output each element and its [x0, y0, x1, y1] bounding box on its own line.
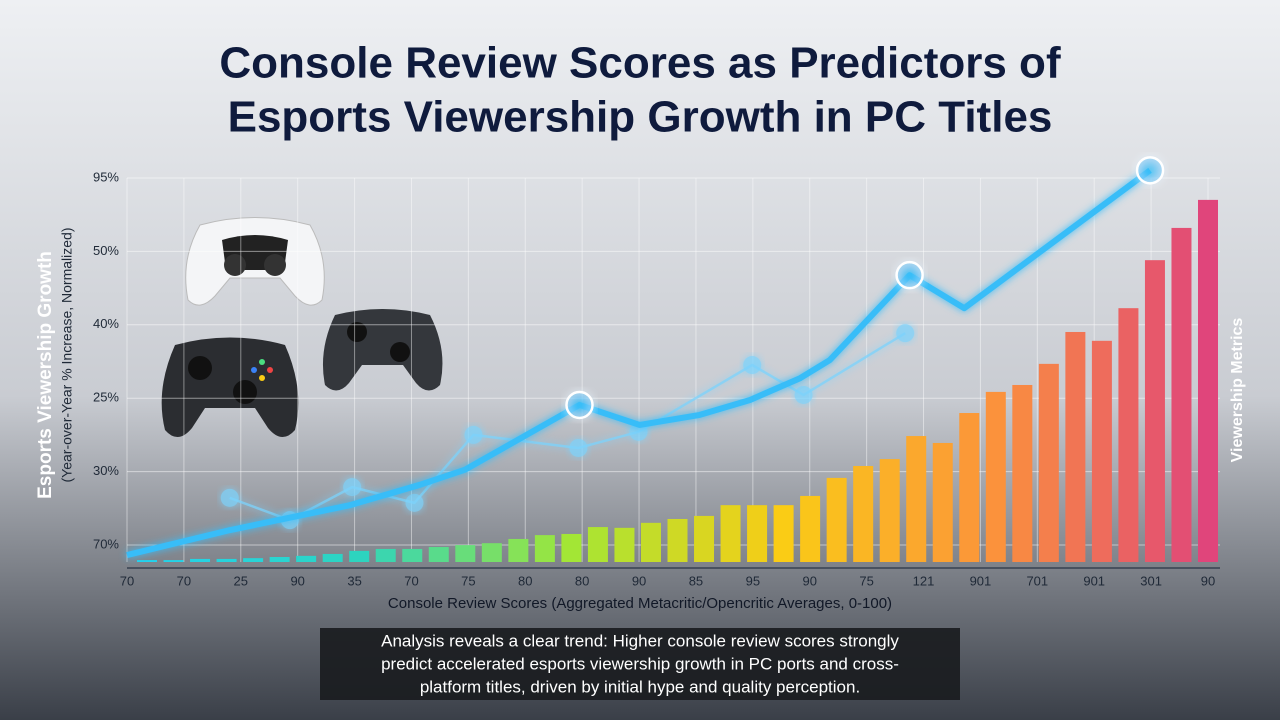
- x-tick-label: 75: [461, 573, 475, 588]
- x-tick-label: 25: [234, 573, 248, 588]
- point: [743, 356, 762, 375]
- bar: [137, 560, 157, 562]
- x-tick-label: 70: [177, 573, 191, 588]
- point: [794, 385, 813, 404]
- x-tick-label: 75: [859, 573, 873, 588]
- bar: [826, 477, 847, 562]
- x-tick-label: 70: [120, 573, 134, 588]
- x-tick-label: 80: [575, 573, 589, 588]
- title-line: Console Review Scores as Predictors of: [219, 39, 1061, 88]
- bar: [959, 413, 980, 562]
- x-tick-label: 121: [913, 573, 935, 588]
- bar: [587, 527, 608, 562]
- x-axis-label: Console Review Scores (Aggregated Metacr…: [388, 595, 892, 612]
- bar: [402, 548, 423, 562]
- plot: 95% 50% 40% 25% 30% 70% 70 70 25 90 35 70 75 80 80 90 85…: [93, 156, 1220, 588]
- x-tick-label: 95: [746, 573, 760, 588]
- bar: [1171, 227, 1192, 563]
- point: [220, 488, 239, 507]
- controller-white: [185, 217, 325, 306]
- y-axis-label: Esports Viewership Growth: [35, 251, 56, 499]
- bar: [640, 522, 661, 562]
- point: [405, 493, 424, 512]
- caption-line: predict accelerated esports viewership g…: [381, 654, 899, 673]
- bar: [853, 466, 874, 562]
- y-tick-label: 95%: [93, 169, 119, 184]
- x-tick-label: 701: [1026, 573, 1048, 588]
- bar: [508, 538, 529, 562]
- bar: [1118, 308, 1139, 562]
- caption-line: Analysis reveals a clear trend: Higher c…: [381, 631, 899, 650]
- x-tick-label: 35: [347, 573, 361, 588]
- bar: [481, 543, 502, 562]
- x-tick-label: 90: [1201, 573, 1215, 588]
- x-tick-label: 901: [1083, 573, 1105, 588]
- bar: [1012, 384, 1033, 562]
- caption-line: platform titles, driven by initial hype …: [420, 677, 860, 696]
- y-axis-sublabel: (Year-over-Year % Increase, Normalized): [59, 228, 75, 483]
- bar: [985, 391, 1006, 562]
- bar: [455, 545, 476, 562]
- x-tick-label: 90: [290, 573, 304, 588]
- bar: [1144, 260, 1165, 562]
- bar: [296, 555, 317, 562]
- bar: [534, 535, 555, 562]
- bar: [667, 518, 688, 562]
- x-tick-label: 70: [404, 573, 418, 588]
- title-line: Esports Viewership Growth in PC Titles: [228, 93, 1053, 142]
- bar: [1091, 340, 1112, 562]
- bar: [906, 436, 927, 562]
- bar: [614, 527, 635, 562]
- bar: [322, 553, 343, 562]
- y-tick-label: 30%: [93, 463, 119, 478]
- point: [569, 438, 588, 457]
- caption-box: [320, 628, 960, 700]
- highlight-ring: [1135, 156, 1165, 185]
- y-tick-label: 50%: [93, 243, 119, 258]
- point: [896, 324, 915, 343]
- bar: [163, 560, 184, 562]
- y-tick-label: 40%: [93, 316, 119, 331]
- bar: [561, 533, 582, 562]
- bar: [375, 548, 396, 562]
- x-tick-label: 85: [689, 573, 703, 588]
- highlight-ring: [565, 390, 594, 420]
- highlight-ring: [895, 260, 924, 290]
- bar: [243, 558, 264, 562]
- bar: [1038, 363, 1059, 562]
- bar: [879, 459, 900, 562]
- bar: [269, 557, 290, 562]
- point: [343, 478, 362, 497]
- bar: [216, 558, 237, 562]
- title: Console Review Scores as Predictors of E…: [219, 39, 1061, 142]
- y2-axis-label: Viewership Metrics: [1229, 318, 1246, 463]
- line: [229, 332, 906, 522]
- bar: [747, 505, 768, 562]
- controller-pro: [322, 309, 443, 391]
- point: [464, 425, 483, 444]
- x-tick-label: 301: [1140, 573, 1162, 588]
- x-tick-label: 90: [632, 573, 646, 588]
- bar: [1198, 199, 1218, 562]
- bar: [773, 505, 794, 562]
- bar: [1065, 331, 1086, 562]
- line: [126, 167, 1152, 559]
- x-tick-label: 901: [970, 573, 992, 588]
- y-tick-label: 70%: [93, 536, 119, 551]
- x-tick-label: 90: [803, 573, 817, 588]
- bar: [720, 505, 741, 562]
- bar: [190, 558, 211, 562]
- caption: Analysis reveals a clear trend: Higher c…: [381, 631, 899, 696]
- y-tick-label: 25%: [93, 390, 119, 405]
- bar: [428, 547, 449, 562]
- bar: [932, 442, 953, 562]
- bar: [349, 550, 370, 562]
- bar: [800, 495, 821, 562]
- x-tick-label: 80: [518, 573, 532, 588]
- bar: [694, 515, 715, 562]
